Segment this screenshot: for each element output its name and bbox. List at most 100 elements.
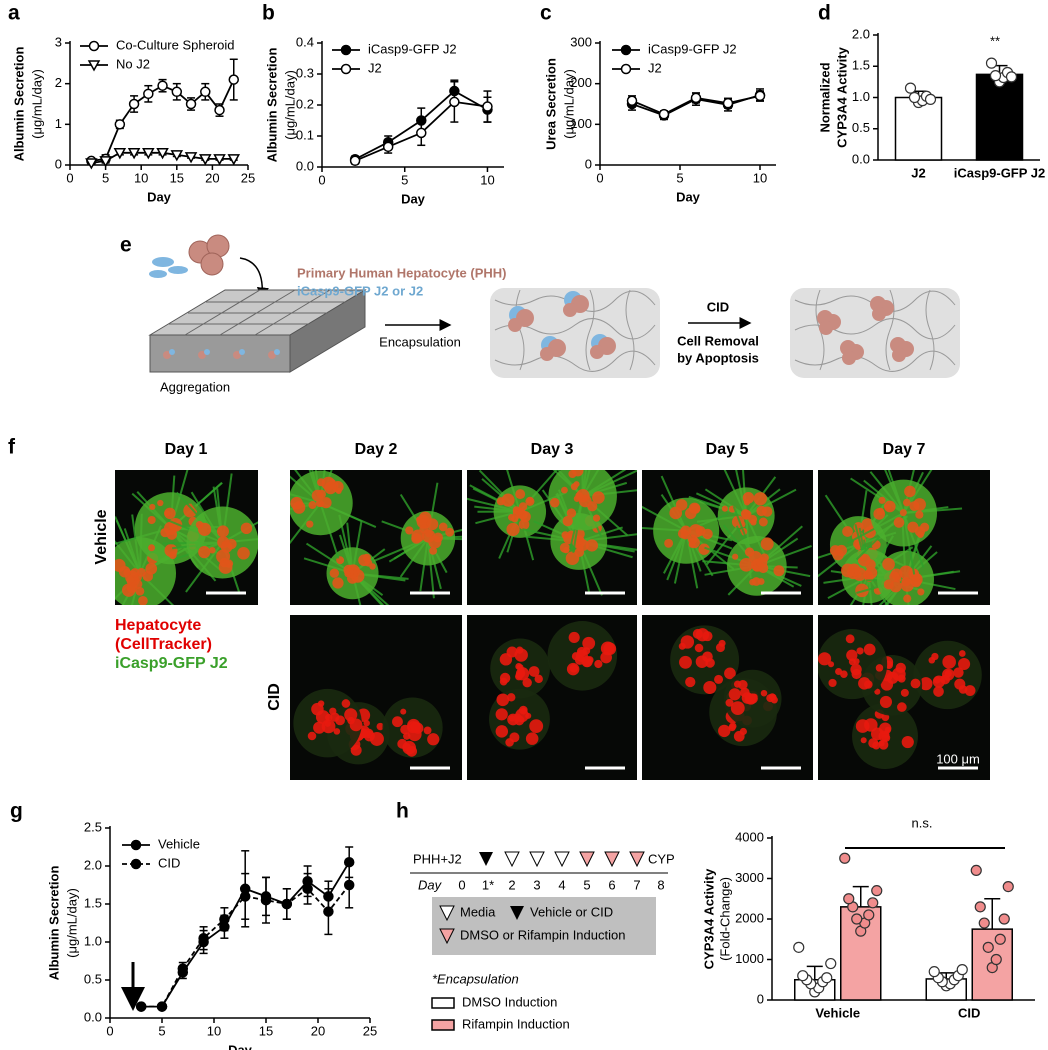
y-axis-label: Urea Secretion — [543, 58, 558, 150]
y-tick-label: 0 — [757, 991, 764, 1006]
hepatocyte — [317, 700, 325, 707]
y-axis-label: Albumin Secretion — [11, 47, 26, 162]
hepatocyte — [585, 539, 599, 552]
marker — [130, 839, 142, 851]
legend-label: DMSO Induction — [462, 994, 557, 1009]
y-tick-label: 0 — [55, 156, 62, 171]
hepatocyte — [341, 699, 351, 708]
hepatocyte — [573, 481, 580, 488]
bar — [975, 73, 1024, 161]
hepatocyte — [721, 505, 728, 512]
day-number: 8 — [657, 877, 664, 892]
hepatocyte — [416, 516, 424, 524]
key-label: DMSO or Rifampin Induction — [460, 927, 625, 942]
hepatocyte — [240, 522, 253, 535]
marker — [88, 40, 100, 52]
marker — [620, 44, 632, 56]
marker — [177, 963, 189, 974]
hepatocyte — [495, 708, 508, 721]
hepatocyte — [218, 560, 233, 574]
marker — [323, 906, 334, 917]
hepatocyte — [733, 680, 742, 688]
treatment-triangle — [579, 851, 595, 868]
row-label: CID — [266, 683, 283, 711]
hepatocyte — [568, 631, 580, 644]
j2-cell — [168, 266, 188, 274]
hepatocyte — [760, 537, 774, 551]
hepatocyte — [856, 647, 864, 655]
y-tick-label: 0.0 — [296, 158, 314, 173]
hepatocyte — [664, 538, 674, 548]
marker — [142, 148, 155, 160]
hepatocyte — [932, 675, 946, 688]
hepatocyte — [875, 664, 884, 672]
y-tick-label: 1.0 — [84, 933, 102, 948]
hepatocyte — [515, 489, 526, 500]
hepatocyte — [198, 546, 211, 559]
encapsulation-label: Encapsulation — [379, 334, 461, 349]
y-tick-label: 2000 — [735, 910, 764, 925]
y-tick-label: 0 — [585, 156, 592, 171]
hepatocyte — [311, 489, 324, 502]
marker — [281, 898, 293, 910]
hepatocyte — [886, 671, 899, 684]
hepatocyte — [878, 496, 886, 504]
y-axis-unit: (Fold-Change) — [717, 877, 732, 961]
hepatocyte — [160, 527, 170, 538]
hepatocyte — [164, 510, 171, 517]
hepatocyte — [695, 628, 710, 642]
hepatocyte — [900, 578, 914, 592]
hepatocyte — [195, 521, 204, 529]
data-point — [871, 885, 883, 897]
panel-label: h — [396, 800, 409, 823]
cid-label: CID — [707, 299, 729, 314]
treatment-triangle — [529, 851, 545, 868]
y-axis-label: CYP3A4 Activity — [701, 868, 716, 969]
hepatocyte — [308, 501, 317, 510]
y-tick-label: 2 — [55, 75, 62, 90]
hepatocyte — [899, 509, 907, 517]
hepatocyte — [209, 546, 216, 554]
micrograph — [818, 615, 990, 780]
hepatocyte — [427, 733, 440, 746]
x-tick-label: J2 — [911, 165, 925, 180]
hepatocyte — [677, 528, 688, 539]
hepatocyte — [400, 708, 407, 715]
hepatocyte — [865, 566, 878, 579]
marker — [127, 148, 141, 160]
treatment-triangle — [479, 852, 493, 866]
marker — [722, 97, 734, 109]
hepatocyte — [903, 594, 912, 603]
y-axis-unit: (μg/mL/day) — [64, 888, 79, 958]
hepatocyte — [669, 506, 683, 520]
micrograph — [290, 615, 462, 780]
diagram: Primary Human Hepatocyte (PHH) iCasp9-GF… — [148, 234, 960, 394]
x-axis-label: Day — [676, 189, 701, 204]
legend-swatch — [431, 997, 455, 1009]
row-label: Vehicle — [93, 509, 110, 564]
key-triangle — [439, 905, 455, 922]
hepatocyte — [592, 491, 605, 504]
y-axis-unit: (μg/mL/day) — [29, 69, 44, 139]
x-tick-label: Vehicle — [815, 1005, 860, 1020]
x-tick-label: 25 — [363, 1023, 377, 1038]
hepatocyte — [528, 666, 540, 677]
hepatocyte — [739, 727, 747, 736]
hepatocyte — [860, 737, 867, 744]
hepatocyte — [566, 508, 577, 518]
hepatocyte — [594, 659, 603, 669]
legend-marker — [340, 63, 352, 75]
hepatocyte — [901, 735, 914, 749]
day-number: 0 — [458, 877, 465, 892]
day-number: 3 — [533, 877, 540, 892]
x-axis-label: Day — [401, 191, 426, 206]
y-tick-label: 1000 — [735, 951, 764, 966]
error-bar — [852, 885, 869, 907]
day-header: Day 1 — [165, 441, 208, 458]
marker — [340, 44, 352, 56]
hepatocyte — [333, 728, 341, 735]
x-tick-label: 10 — [753, 170, 767, 185]
marker — [228, 74, 240, 85]
